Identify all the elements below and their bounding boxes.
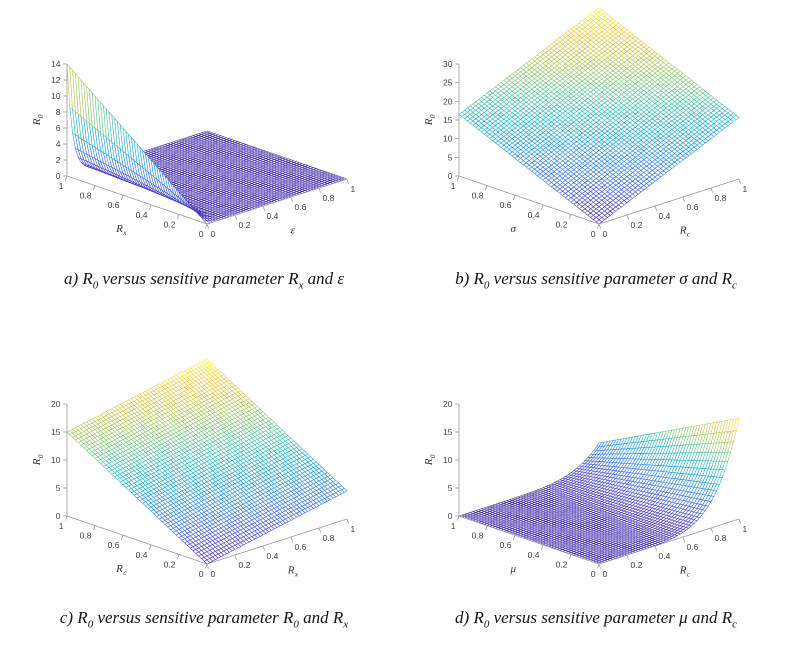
- panel-a: [24, 8, 384, 258]
- surface-plot-a: [24, 8, 384, 258]
- caption-d: d) R0 versus sensitive parameter μ and R…: [455, 608, 737, 631]
- caption-b: b) R0 versus sensitive parameter σ and R…: [455, 269, 737, 292]
- caption-c: c) R0 versus sensitive parameter R0 and …: [59, 608, 349, 631]
- surface-plot-c: [24, 348, 384, 598]
- surface-plot-d: [416, 348, 776, 598]
- panel-d: [416, 348, 776, 598]
- surface-plot-b: [416, 8, 776, 258]
- caption-a: a) R0 versus sensitive parameter Rx and …: [63, 269, 345, 292]
- panel-b: [416, 8, 776, 258]
- panel-c: [24, 348, 384, 598]
